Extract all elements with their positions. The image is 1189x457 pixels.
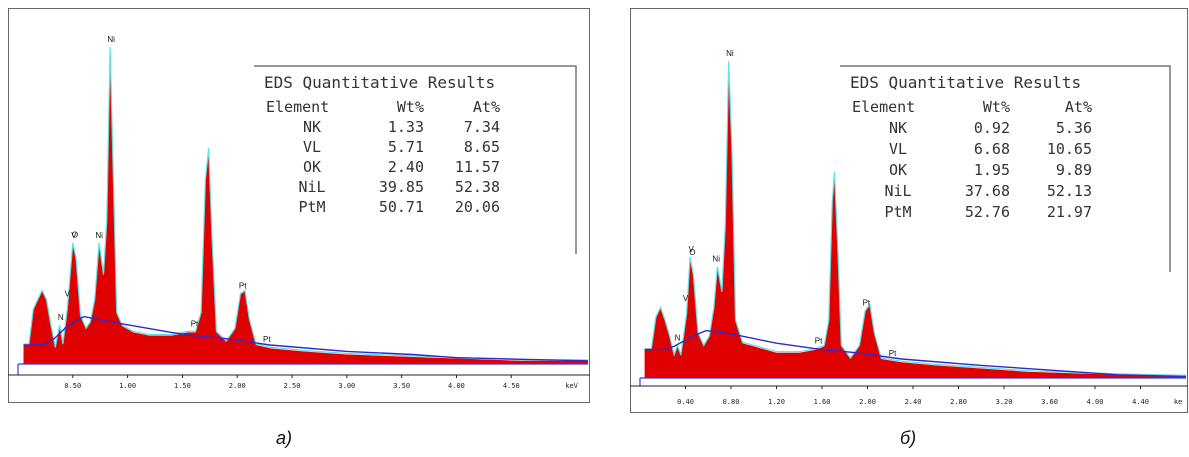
x-tick-label: 3.20 bbox=[996, 398, 1013, 406]
x-tick-label: 4.50 bbox=[503, 382, 520, 390]
x-tick-label: 0.50 bbox=[64, 382, 81, 390]
results-element-cell: NK bbox=[889, 119, 907, 137]
background-fit-line bbox=[644, 329, 1187, 378]
peak-label: V bbox=[65, 289, 71, 298]
results-element-cell: VL bbox=[889, 140, 907, 158]
peak-label: Pt bbox=[863, 299, 871, 308]
results-element-cell: NK bbox=[303, 118, 321, 136]
x-tick-label: 0.40 bbox=[677, 398, 694, 406]
spectrum-outline bbox=[23, 46, 588, 361]
x-tick-label: 1.50 bbox=[174, 382, 191, 390]
results-value-cell: 11.57 bbox=[455, 158, 500, 176]
results-table-header: At% bbox=[473, 98, 500, 116]
peak-label: Ni bbox=[95, 231, 103, 240]
x-tick-label: 2.50 bbox=[284, 382, 301, 390]
results-value-cell: 1.95 bbox=[974, 161, 1010, 179]
peak-label: Ni bbox=[726, 49, 734, 58]
x-tick-label: 2.00 bbox=[859, 398, 876, 406]
results-table-header: At% bbox=[1065, 98, 1092, 116]
results-element-cell: NiL bbox=[298, 178, 325, 196]
results-table-background bbox=[254, 66, 576, 254]
results-table-header: Wt% bbox=[983, 98, 1010, 116]
results-value-cell: 9.89 bbox=[1056, 161, 1092, 179]
results-element-cell: PtM bbox=[298, 198, 325, 216]
x-tick-label: 2.40 bbox=[905, 398, 922, 406]
background-fit-line bbox=[23, 315, 589, 362]
results-value-cell: 39.85 bbox=[379, 178, 424, 196]
results-value-cell: 52.38 bbox=[455, 178, 500, 196]
eds-results-table: EDS Quantitative Results Element Wt% At% NK 0… bbox=[840, 65, 1171, 272]
x-tick-label: 3.50 bbox=[393, 382, 410, 390]
results-value-cell: 7.34 bbox=[464, 118, 500, 136]
x-tick-label: 0.80 bbox=[723, 398, 740, 406]
peak-label: Ni bbox=[107, 35, 115, 44]
peak-label: Pt bbox=[263, 335, 271, 344]
results-element-cell: PtM bbox=[884, 203, 911, 221]
results-table-header: Element bbox=[852, 98, 915, 116]
eds-spectrum-chart-b: 0.40 0.80 1.20 1.60 2.00 2.40 2.80 3.20 3.60 4.00… bbox=[630, 8, 1188, 413]
peak-label: V bbox=[689, 245, 695, 254]
x-tick-label: 4.40 bbox=[1132, 398, 1149, 406]
peak-label: Pt bbox=[239, 281, 247, 290]
results-table-title: EDS Quantitative Results bbox=[264, 73, 495, 92]
peak-label: Pt bbox=[889, 349, 897, 358]
results-element-cell: OK bbox=[889, 161, 907, 179]
x-tick-label: keV bbox=[565, 382, 578, 390]
results-value-cell: 0.92 bbox=[974, 119, 1010, 137]
results-value-cell: 8.65 bbox=[464, 138, 500, 156]
peak-label: N bbox=[58, 313, 64, 322]
x-tick-label: 2.80 bbox=[950, 398, 967, 406]
results-value-cell: 6.68 bbox=[974, 140, 1010, 158]
results-element-cell: OK bbox=[303, 158, 321, 176]
spectrum-area bbox=[644, 62, 1186, 378]
results-table-header: Element bbox=[266, 98, 329, 116]
results-value-cell: 37.68 bbox=[965, 182, 1010, 200]
results-value-cell: 20.06 bbox=[455, 198, 500, 216]
results-value-cell: 2.40 bbox=[388, 158, 424, 176]
results-table-header: Wt% bbox=[397, 98, 424, 116]
results-value-cell: 5.71 bbox=[388, 138, 424, 156]
results-table-title: EDS Quantitative Results bbox=[850, 73, 1081, 92]
peak-label: Ni bbox=[712, 254, 720, 263]
results-element-cell: NiL bbox=[884, 182, 911, 200]
results-value-cell: 50.71 bbox=[379, 198, 424, 216]
eds-results-table: EDS Quantitative Results Element Wt% At% NK 1… bbox=[254, 65, 577, 254]
results-value-cell: 1.33 bbox=[388, 118, 424, 136]
results-value-cell: 10.65 bbox=[1047, 140, 1092, 158]
figure-caption-b: б) bbox=[900, 428, 917, 448]
spectrum-area bbox=[23, 48, 588, 364]
peak-label: V bbox=[683, 294, 689, 303]
x-tick-label: 3.60 bbox=[1041, 398, 1058, 406]
eds-spectrum-panel-b: 0.40 0.80 1.20 1.60 2.00 2.40 2.80 3.20 3.60 4.00… bbox=[630, 8, 1188, 413]
results-table-background bbox=[840, 66, 1170, 272]
results-table-border bbox=[840, 65, 1171, 272]
eds-spectrum-chart-a: 0.50 1.00 1.50 2.00 2.50 3.00 3.50 4.00 4.50 keV N… bbox=[8, 8, 590, 403]
x-tick-label: ke bbox=[1174, 398, 1182, 406]
peak-label: Pt bbox=[191, 319, 199, 328]
peak-label: N bbox=[675, 333, 681, 342]
x-tick-label: 1.00 bbox=[119, 382, 136, 390]
results-value-cell: 21.97 bbox=[1047, 203, 1092, 221]
peak-label: Pt bbox=[815, 337, 823, 346]
results-value-cell: 52.13 bbox=[1047, 182, 1092, 200]
results-value-cell: 5.36 bbox=[1056, 119, 1092, 137]
spectrum-outline bbox=[644, 60, 1187, 376]
results-element-cell: VL bbox=[303, 138, 321, 156]
results-value-cell: 52.76 bbox=[965, 203, 1010, 221]
x-tick-label: 1.60 bbox=[814, 398, 831, 406]
x-tick-label: 4.00 bbox=[1087, 398, 1104, 406]
x-tick-label: 4.00 bbox=[448, 382, 465, 390]
peak-label: V bbox=[71, 231, 77, 240]
eds-spectrum-panel-a: 0.50 1.00 1.50 2.00 2.50 3.00 3.50 4.00 4.50 keV N… bbox=[8, 8, 590, 403]
x-tick-label: 1.20 bbox=[768, 398, 785, 406]
figure-caption-a: a) bbox=[276, 428, 293, 448]
peak-label: O bbox=[72, 231, 78, 240]
peak-label: O bbox=[689, 248, 695, 257]
x-tick-label: 3.00 bbox=[338, 382, 355, 390]
x-tick-label: 2.00 bbox=[229, 382, 246, 390]
results-table-border bbox=[254, 65, 577, 254]
